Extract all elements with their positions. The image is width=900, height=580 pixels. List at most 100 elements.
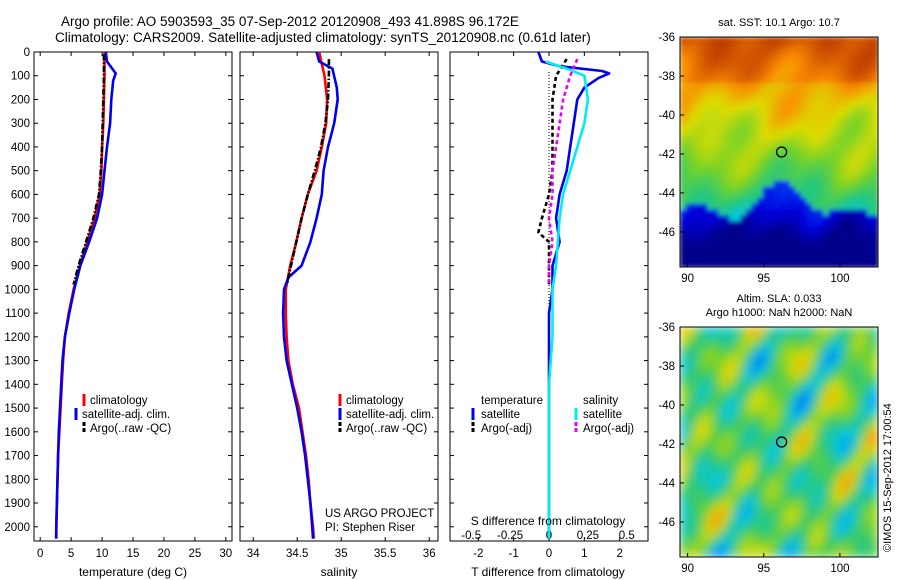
map-cell (729, 146, 736, 153)
map-cell (680, 48, 687, 55)
map-cell (823, 94, 830, 101)
map-cell (812, 528, 819, 535)
map-cell (724, 180, 731, 188)
map-cell (795, 169, 802, 176)
map-cell (839, 129, 846, 136)
map-cell (856, 373, 863, 380)
map-cell (834, 152, 841, 159)
map-cell (872, 407, 878, 414)
map-cell (784, 117, 791, 124)
map-cell (696, 215, 703, 222)
map-cell (702, 396, 709, 403)
map-cell (729, 447, 736, 455)
map-cell (784, 545, 791, 552)
map-cell (768, 419, 775, 426)
map-cell (856, 332, 863, 340)
map-cell (691, 539, 698, 547)
map-cell (746, 48, 753, 55)
map-cell (718, 436, 725, 443)
map-cell (828, 413, 835, 420)
map-cell (702, 238, 709, 245)
map-cell (773, 551, 780, 557)
map-cell (696, 528, 703, 535)
map-cell (839, 146, 846, 153)
map-cell (790, 198, 797, 205)
map-cell (834, 198, 841, 205)
map-cell (812, 255, 819, 262)
map-cell (795, 60, 802, 67)
map-cell (806, 482, 813, 489)
map-cell (746, 249, 753, 257)
map-cell (839, 203, 846, 211)
map-cell (806, 100, 813, 107)
map-cell (850, 419, 857, 426)
map-cell (856, 476, 863, 483)
map-cell (812, 493, 819, 501)
map-cell (779, 551, 786, 557)
map-cell (872, 332, 878, 340)
map-cell (702, 499, 709, 506)
map-cell (691, 545, 698, 552)
map-cell (740, 344, 747, 351)
map-cell (680, 226, 687, 234)
map-cell (718, 355, 725, 363)
map-cell (718, 488, 725, 495)
map-cell (768, 83, 775, 90)
map-cell (707, 378, 714, 386)
map-cell (724, 117, 731, 124)
map-cell (735, 327, 742, 334)
map-cell (740, 169, 747, 176)
map-cell (696, 169, 703, 176)
map-cell (713, 332, 720, 340)
map-cell (861, 442, 868, 449)
map-cell (828, 157, 835, 165)
map-cell (685, 476, 692, 483)
map-cell (790, 221, 797, 228)
map-cell (702, 134, 709, 142)
map-cell (707, 221, 714, 228)
map-cell (762, 209, 769, 216)
map-cell (729, 261, 736, 267)
map-cell (685, 209, 692, 216)
map-cell (740, 244, 747, 251)
map-cell (823, 186, 830, 193)
map-cell (861, 332, 868, 340)
map-cell (718, 539, 725, 547)
map-cell (713, 493, 720, 501)
map-cell (790, 361, 797, 368)
map-cell (812, 180, 819, 188)
map-cell (746, 129, 753, 136)
map-cell (735, 94, 742, 101)
map-cell (724, 37, 731, 44)
map-cell (757, 65, 764, 73)
x-tick-label: 35 (335, 548, 348, 560)
map-cell (735, 522, 742, 529)
map-cell (762, 338, 769, 345)
map-cell (806, 106, 813, 113)
map-cell (746, 424, 753, 432)
map-cell (762, 100, 769, 107)
map-cell (691, 493, 698, 501)
map-cell (685, 77, 692, 84)
map-cell (713, 140, 720, 147)
map-cell (839, 163, 846, 170)
map-cell (861, 215, 868, 222)
map-cell (702, 255, 709, 262)
map-cell (817, 134, 824, 142)
map-cell (867, 88, 874, 96)
map-cell (746, 117, 753, 124)
map-cell (724, 106, 731, 113)
map-cell (779, 54, 786, 61)
map-cell (724, 424, 731, 432)
map-cell (713, 327, 720, 334)
map-cell (834, 157, 841, 165)
map-cell (740, 146, 747, 153)
map-cell (790, 249, 797, 257)
map-cell (861, 226, 868, 234)
map-cell (806, 123, 813, 130)
map-cell (724, 54, 731, 61)
map-cell (735, 470, 742, 478)
map-cell (696, 344, 703, 351)
map-cell (790, 94, 797, 101)
map-cell (839, 54, 846, 61)
